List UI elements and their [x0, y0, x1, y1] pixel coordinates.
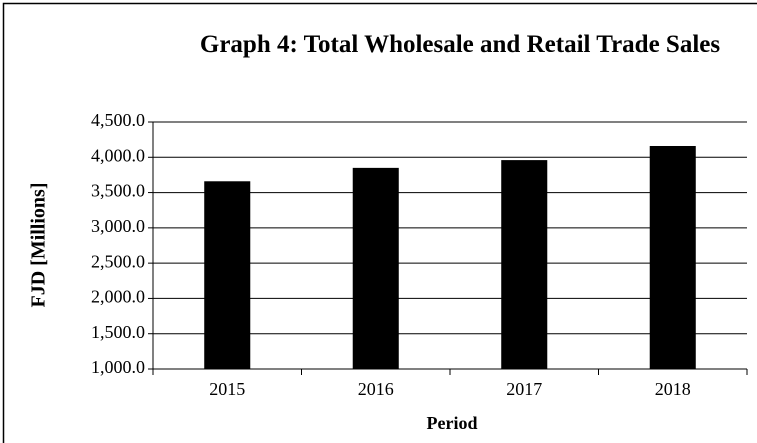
x-tick-label: 2015	[209, 379, 245, 399]
y-tick-label: 1,500.0	[91, 322, 145, 342]
y-tick-label: 4,500.0	[91, 110, 145, 130]
x-tick-label: 2016	[358, 379, 394, 399]
bar	[649, 145, 696, 369]
bar	[352, 167, 399, 369]
y-tick-label: 3,000.0	[91, 216, 145, 236]
y-tick-label: 4,000.0	[91, 145, 145, 165]
y-tick-label: 1,000.0	[91, 357, 145, 377]
y-tick-label: 3,500.0	[91, 181, 145, 201]
bar	[501, 160, 548, 369]
y-axis-label: FJD [Millions]	[28, 183, 50, 308]
y-tick-label: 2,000.0	[91, 287, 145, 307]
y-tick-label: 2,500.0	[91, 251, 145, 271]
x-tick-label: 2018	[655, 379, 691, 399]
x-axis-label: Period	[427, 413, 478, 433]
x-tick-label: 2017	[506, 379, 542, 399]
chart-title: Graph 4: Total Wholesale and Retail Trad…	[199, 31, 721, 58]
bar	[204, 181, 251, 369]
